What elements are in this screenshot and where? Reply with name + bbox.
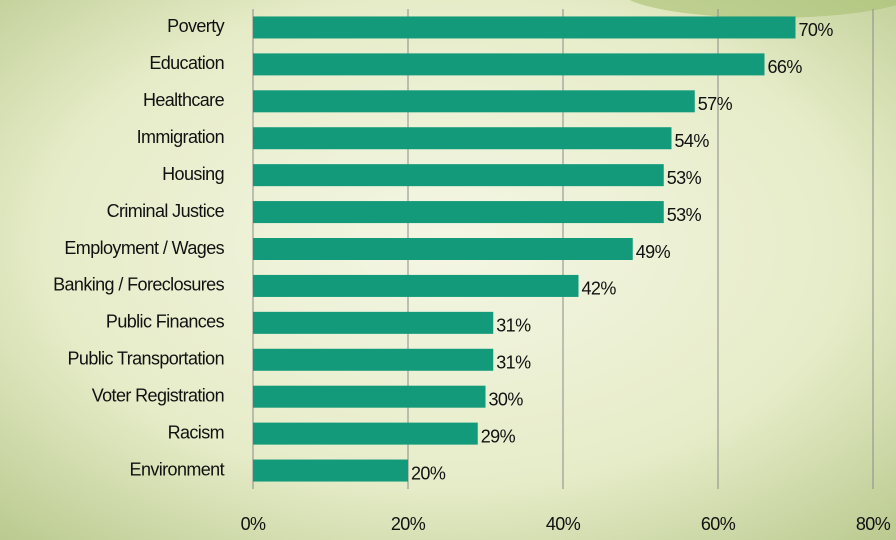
- data-label: 54%: [675, 131, 710, 151]
- y-tick-label: Public Transportation: [68, 349, 225, 369]
- bar: [253, 164, 664, 187]
- x-tick-label: 80%: [856, 514, 891, 534]
- y-tick-label: Public Finances: [106, 312, 225, 332]
- bar: [253, 459, 408, 482]
- data-label: 57%: [698, 94, 733, 114]
- y-tick-label: Environment: [130, 459, 225, 479]
- y-tick-label: Housing: [162, 164, 224, 184]
- bars: [253, 16, 796, 482]
- y-tick-label: Healthcare: [143, 90, 225, 110]
- y-tick-label: Employment / Wages: [64, 238, 224, 258]
- bar: [253, 422, 478, 445]
- data-label: 42%: [582, 279, 617, 299]
- data-label: 66%: [768, 57, 803, 77]
- x-tick-label: 0%: [241, 514, 266, 534]
- y-tick-label: Criminal Justice: [107, 201, 225, 221]
- data-label: 31%: [496, 353, 531, 373]
- bar: [253, 238, 633, 260]
- y-tick-label: Racism: [168, 422, 224, 442]
- data-label: 31%: [496, 316, 531, 336]
- y-tick-label: Banking / Foreclosures: [53, 275, 224, 295]
- bar: [253, 348, 494, 371]
- x-tick-label: 40%: [546, 514, 581, 534]
- y-tick-label: Immigration: [137, 127, 224, 147]
- bar: [253, 90, 695, 113]
- x-tick-label: 20%: [391, 514, 426, 534]
- data-label: 53%: [667, 205, 702, 225]
- data-label: 53%: [667, 168, 702, 188]
- data-label: 20%: [411, 463, 446, 483]
- data-label: 30%: [489, 389, 524, 409]
- bar: [253, 385, 486, 408]
- bar: [253, 16, 796, 39]
- bar: [253, 53, 765, 76]
- bar: [253, 127, 672, 150]
- y-tick-label: Education: [149, 53, 224, 73]
- y-tick-label: Poverty: [167, 16, 224, 36]
- data-label: 29%: [481, 426, 516, 446]
- data-label: 49%: [636, 242, 671, 262]
- data-label: 70%: [799, 20, 834, 40]
- x-tick-label: 60%: [701, 514, 736, 534]
- y-tick-label: Voter Registration: [92, 385, 224, 405]
- decoration: [629, 0, 896, 18]
- bar: [253, 311, 494, 334]
- bar: [253, 201, 664, 224]
- bar: [253, 274, 579, 297]
